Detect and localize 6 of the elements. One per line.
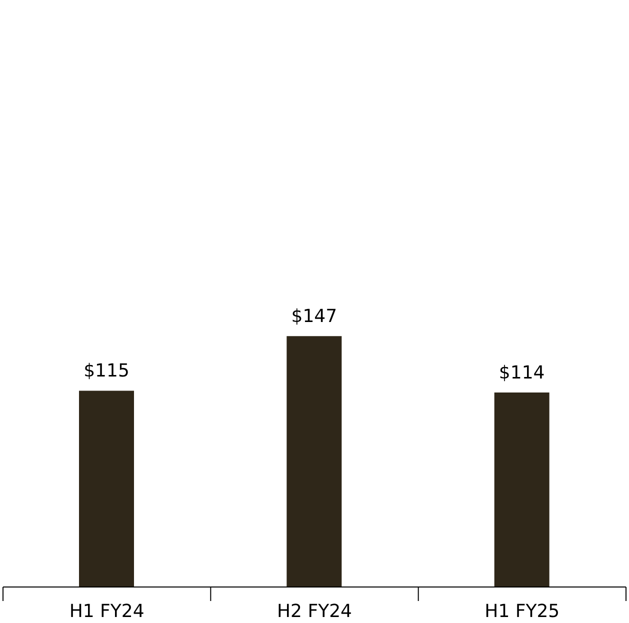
data-label: $147 xyxy=(291,306,338,328)
x-tick-label: H1 FY25 xyxy=(484,601,560,622)
x-tick-label: H2 FY24 xyxy=(277,601,352,622)
data-label: $115 xyxy=(84,360,130,382)
data-label: $114 xyxy=(498,362,545,384)
x-tick-label: H1 FY24 xyxy=(69,601,144,622)
